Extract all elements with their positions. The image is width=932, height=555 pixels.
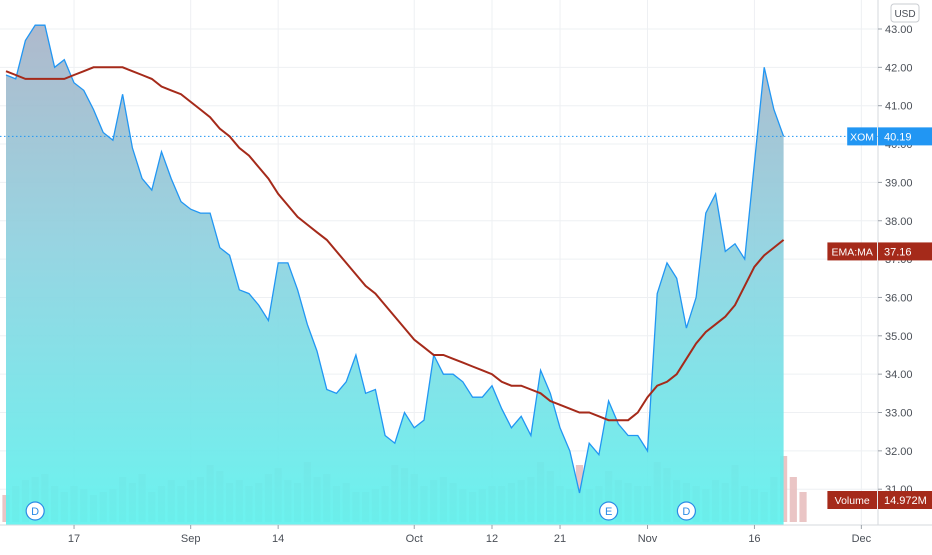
price-line[interactable] [5, 24, 785, 494]
time-tick-label: 14 [272, 533, 284, 545]
price-tick-label: 35.00 [885, 331, 913, 343]
price-tick-label: 36.00 [885, 292, 913, 304]
event-marker-label: E [605, 506, 612, 518]
event-marker[interactable]: E [599, 501, 619, 521]
ema-label-name-bg [827, 242, 877, 261]
time-tick-label: 12 [486, 533, 498, 545]
volume-label-name: Volume [835, 495, 870, 507]
time-tick-label: Oct [406, 533, 423, 545]
volume-label-value: 14.972M [884, 495, 927, 507]
volume-bar [789, 477, 797, 522]
currency-badge[interactable] [890, 3, 920, 23]
price-tick-label: 39.00 [885, 177, 913, 189]
event-marker-label: D [682, 506, 690, 518]
time-tick-label: 21 [554, 533, 566, 545]
event-marker-circle[interactable] [25, 501, 45, 521]
volume-label[interactable]: Volume 14.972M [827, 491, 932, 509]
volume-label-name-bg [827, 491, 877, 509]
price-axis: 43.0042.0041.0040.0039.0038.0037.0036.00… [877, 0, 932, 550]
xom-label[interactable]: XOM 40.19 [847, 127, 932, 146]
ema-label-value: 37.16 [884, 246, 912, 258]
ema-label[interactable]: EMA:MA 37.16 [827, 242, 932, 261]
event-marker-circle[interactable] [599, 501, 619, 521]
xom-label-name-bg [847, 127, 877, 146]
price-tick-label: 43.00 [885, 24, 913, 36]
volume-bar [799, 492, 807, 522]
event-marker[interactable]: D [25, 501, 45, 521]
time-tick-label: Sep [181, 533, 201, 545]
price-area-fill [6, 25, 784, 525]
price-axis-bg [878, 0, 932, 550]
price-tick-label: 34.00 [885, 369, 913, 381]
xom-label-name: XOM [850, 131, 874, 143]
ema-line [5, 66, 785, 422]
currency-label: USD [894, 9, 915, 20]
event-marker-label: D [31, 506, 39, 518]
xom-label-value-bg [878, 127, 932, 146]
price-tick-label: 38.00 [885, 216, 913, 228]
time-tick-label: Dec [852, 533, 872, 545]
volume-label-value-bg [878, 491, 932, 509]
price-tick-label: 33.00 [885, 408, 913, 420]
time-tick-label: 17 [68, 533, 80, 545]
price-tick-label: 32.00 [885, 446, 913, 458]
time-tick-label: 16 [748, 533, 760, 545]
xom-label-value: 40.19 [884, 131, 912, 143]
ema-line-path[interactable] [5, 66, 785, 422]
last-value-labels: XOM 40.19 EMA:MA 37.16 Volume 14.972M [827, 127, 932, 509]
price-tick-label: 42.00 [885, 62, 913, 74]
ema-label-name: EMA:MA [831, 246, 872, 258]
event-marker-circle[interactable] [676, 501, 697, 521]
ema-label-value-bg [878, 242, 932, 261]
event-marker[interactable]: D [676, 501, 697, 521]
time-tick-label: Nov [638, 533, 658, 545]
price-tick-label: 41.00 [885, 101, 913, 113]
price-area [0, 24, 878, 525]
time-axis: 17 Sep 14 Oct 12 21 Nov 16 Dec [0, 524, 932, 550]
time-axis-bg [0, 525, 932, 550]
